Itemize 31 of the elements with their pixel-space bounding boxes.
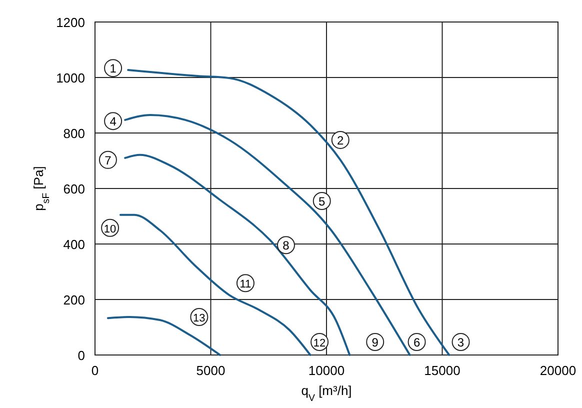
line-series	[106, 316, 222, 356]
annotation: 4	[110, 114, 117, 129]
x-tick-label: 15000	[424, 363, 460, 378]
annotation: 9	[372, 335, 379, 350]
y-tick-label: 1000	[56, 70, 85, 86]
x-tick-label: 10000	[308, 363, 345, 378]
annotation: 10	[104, 223, 116, 236]
y-tick-label: 400	[63, 237, 85, 252]
annotation: 2	[337, 133, 344, 148]
y-tick-label: 1200	[56, 15, 85, 30]
annotation: 3	[457, 335, 464, 350]
annotation: 6	[413, 335, 420, 350]
y-tick-label: 800	[63, 126, 85, 141]
annotation: 12	[313, 337, 326, 350]
line-series	[124, 154, 351, 356]
y-tick-label: 200	[63, 292, 85, 308]
annotation: 5	[318, 194, 326, 208]
annotation: 7	[104, 153, 112, 168]
y-tick-label: 0	[78, 348, 85, 363]
annotation: 11	[240, 278, 252, 291]
x-tick-label: 5000	[196, 363, 226, 378]
x-axis-title: q$_{V}$ [m³/h]	[301, 383, 352, 404]
annotation: 1	[110, 62, 117, 76]
line-series	[119, 214, 312, 356]
x-tick-label: 0	[91, 363, 99, 378]
y-tick-label: 600	[63, 182, 85, 196]
line-series	[124, 114, 411, 356]
annotation: 8	[282, 238, 290, 253]
annotation: 13	[193, 312, 206, 324]
x-tick-label: 20000	[540, 363, 576, 378]
line-series	[127, 69, 450, 356]
